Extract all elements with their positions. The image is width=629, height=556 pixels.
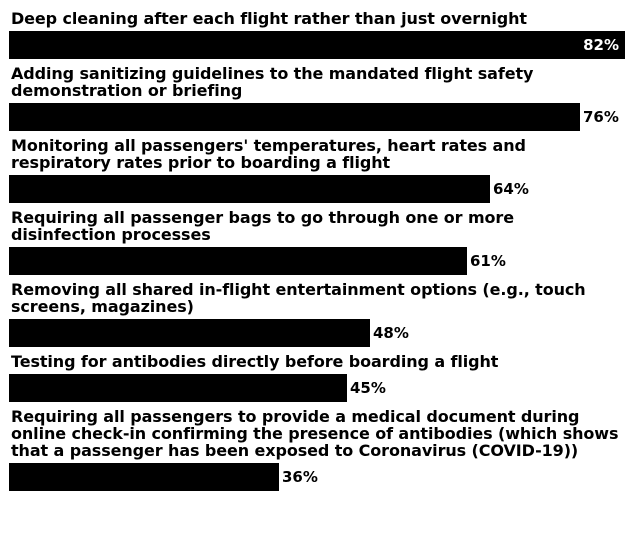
category-label: Removing all shared in-flight entertainm…: [11, 280, 586, 316]
category-label: Adding sanitizing guidelines to the mand…: [11, 64, 534, 100]
bar: [9, 31, 625, 59]
bar: [9, 374, 347, 402]
category-label: Deep cleaning after each flight rather t…: [11, 9, 527, 28]
value-label: 45%: [350, 379, 386, 397]
bar: [9, 103, 580, 131]
bar: [9, 175, 490, 203]
value-label: 82%: [583, 36, 619, 54]
value-label: 76%: [583, 108, 619, 126]
category-label: Requiring all passengers to provide a me…: [11, 407, 619, 460]
value-label: 61%: [470, 252, 506, 270]
category-label: Testing for antibodies directly before b…: [11, 352, 499, 371]
bar: [9, 319, 370, 347]
value-label: 36%: [282, 468, 318, 486]
value-label: 64%: [493, 180, 529, 198]
category-label: Requiring all passenger bags to go throu…: [11, 208, 514, 244]
category-label: Monitoring all passengers' temperatures,…: [11, 136, 526, 172]
bar: [9, 463, 279, 491]
value-label: 48%: [373, 324, 409, 342]
bar: [9, 247, 467, 275]
